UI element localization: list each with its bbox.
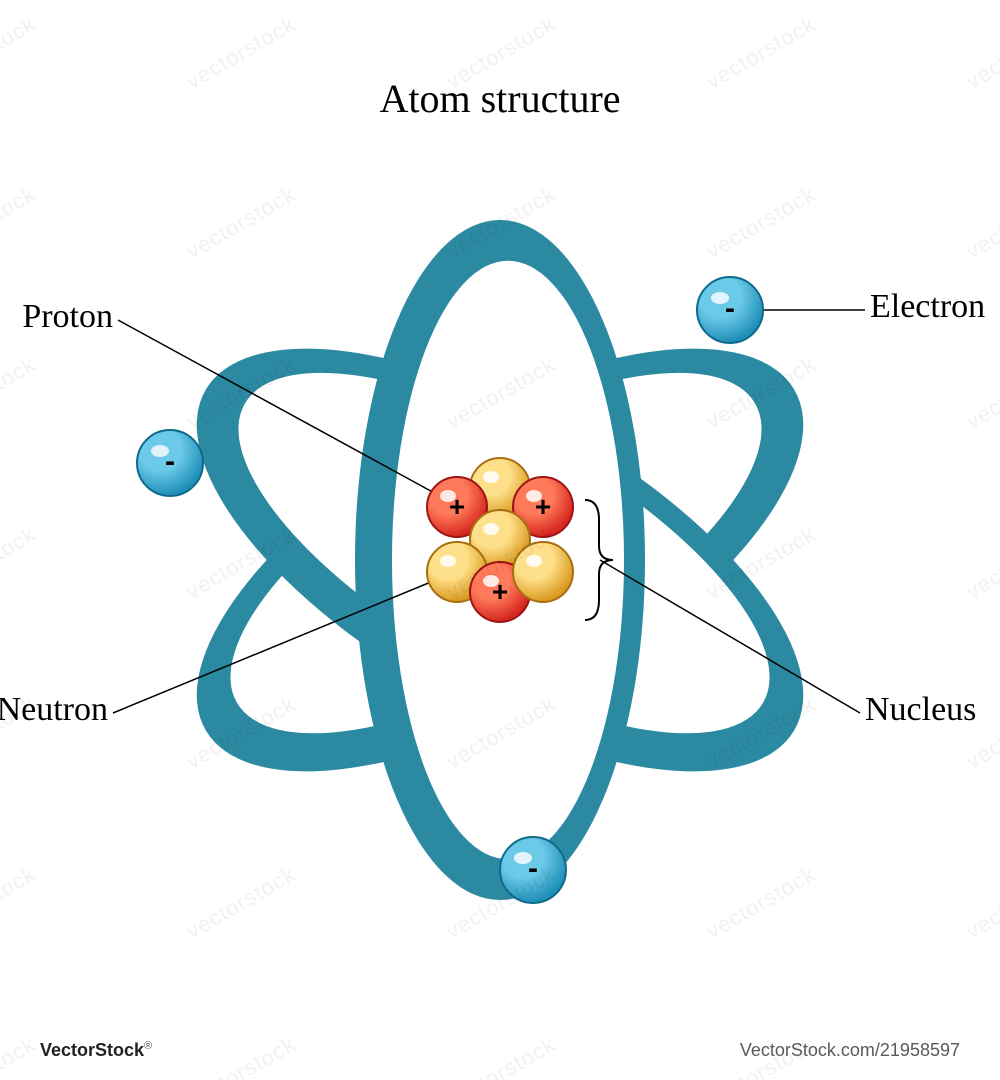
svg-text:-: - — [528, 852, 538, 885]
label-electron: Electron — [870, 288, 985, 326]
diagram-svg: + + + - - - — [0, 0, 1000, 1080]
title: Atom structure — [0, 75, 1000, 122]
svg-text:+: + — [449, 491, 465, 522]
atom-diagram: +++--- vectorstockvectorstockvectorstock… — [0, 0, 1000, 1080]
footer-brand: VectorStock® — [40, 1040, 152, 1061]
label-neutron: Neutron — [0, 691, 108, 729]
svg-text:+: + — [535, 491, 551, 522]
label-nucleus: Nucleus — [865, 691, 976, 729]
footer-id: VectorStock.com/21958597 — [740, 1040, 960, 1061]
svg-text:+: + — [492, 576, 508, 607]
label-proton: Proton — [22, 298, 113, 336]
svg-text:-: - — [165, 445, 175, 478]
svg-text:-: - — [725, 292, 735, 325]
neutron-6 — [513, 542, 573, 602]
